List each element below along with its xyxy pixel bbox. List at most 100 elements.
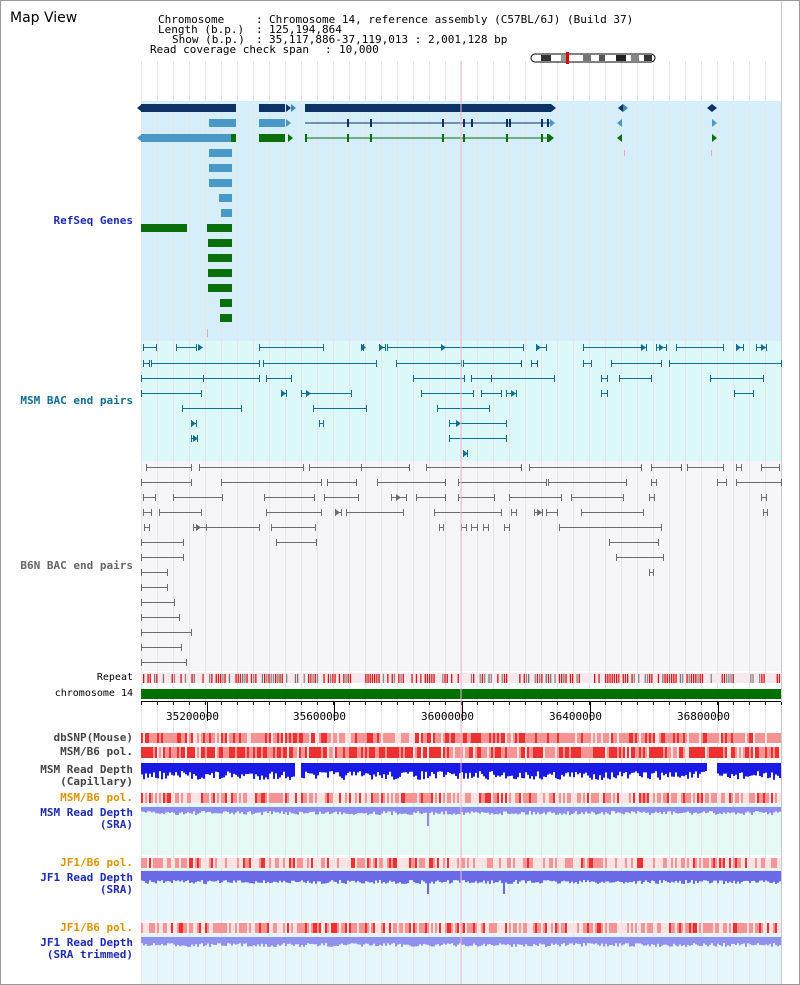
msm-depth-cap-bar — [511, 763, 513, 776]
msm-depth-sra-bar — [323, 807, 325, 814]
heat-tracks — [141, 733, 781, 933]
msm-b6-pol-2-cell — [725, 793, 727, 803]
jf1-b6-pol-2-cell — [557, 923, 559, 933]
msm-b6-pol-cell — [355, 747, 357, 758]
msm-b6-pol-2-cell — [659, 793, 661, 803]
jf1-depth-sra-bar — [617, 871, 619, 882]
jf1-depth-trim-bar — [371, 937, 373, 946]
jf1-b6-pol-2-cell — [401, 923, 403, 933]
jf1-b6-pol-2-cell — [767, 923, 769, 933]
jf1-depth-sra-bar — [631, 871, 633, 883]
repeat-element — [316, 674, 319, 683]
bac-end — [509, 524, 510, 531]
jf1-depth-trim-bar — [687, 937, 689, 945]
msm-depth-cap-bar — [607, 763, 609, 779]
msm-b6-pol-2-cell — [319, 793, 321, 803]
msm-depth-sra-bar — [715, 807, 717, 815]
jf1-depth-trim-bar — [471, 937, 473, 946]
bac-end — [222, 494, 223, 501]
repeat-element — [279, 674, 281, 683]
jf1-depth-sra-bar — [737, 871, 739, 882]
dbsnp-cell — [775, 733, 777, 743]
jf1-depth-sra-bar — [473, 871, 475, 883]
msm-depth-sra-bar — [573, 807, 575, 814]
msm-b6-pol-cell — [637, 747, 639, 758]
msm-b6-pol-cell — [725, 747, 727, 758]
jf1-depth-sra-bar — [481, 871, 483, 883]
dbsnp-cell — [369, 733, 371, 743]
msm-depth-sra-bar — [645, 807, 647, 813]
dbsnp-cell — [679, 733, 681, 743]
repeat-element — [693, 674, 695, 683]
msm-b6-pol-2-cell — [423, 793, 425, 803]
msm-depth-sra-bar — [217, 807, 219, 814]
msm-depth-cap-bar — [581, 763, 583, 778]
chromosome-ideogram[interactable] — [530, 52, 656, 64]
dbsnp-cell — [513, 733, 515, 743]
bac-end — [511, 509, 512, 516]
jf1-depth-trim-bar — [539, 937, 541, 944]
msm-bac-track[interactable] — [141, 344, 782, 457]
msm-depth-cap-bar — [399, 763, 401, 777]
msm-b6-pol-2-cell — [143, 793, 145, 803]
jf1-b6-pol-2-cell — [677, 923, 679, 933]
dbsnp-cell — [213, 733, 215, 743]
jf1-b6-pol-cell — [345, 858, 347, 868]
jf1-depth-trim-bar — [517, 937, 519, 945]
msm-depth-cap-bar — [653, 763, 655, 773]
jf1-depth-sra-bar — [593, 871, 595, 882]
dbsnp-cell — [405, 733, 407, 743]
msm-b6-pol-2-cell — [359, 793, 361, 803]
msm-b6-pol-2-cell — [565, 793, 567, 803]
msm-b6-pol-cell — [729, 747, 731, 758]
msm-depth-cap-bar — [215, 763, 217, 772]
jf1-b6-pol-2-cell — [567, 923, 569, 933]
repeat-element — [750, 674, 752, 683]
repeat-element — [618, 674, 620, 683]
repeat-element — [594, 674, 596, 683]
msm-b6-pol-2-cell — [391, 793, 393, 803]
msm-depth-cap-bar — [529, 763, 531, 779]
jf1-depth-trim-bar — [185, 937, 187, 947]
jf1-depth-sra-bar — [209, 871, 211, 881]
dbsnp-cell — [767, 733, 769, 743]
msm-b6-pol-2-cell — [499, 793, 501, 803]
jf1-depth-trim-bar — [721, 937, 723, 947]
msm-depth-sra-bar — [777, 807, 779, 813]
jf1-depth-sra-bar — [249, 871, 251, 884]
jf1-depth-sra-bar — [717, 871, 719, 884]
msm-b6-pol-2-cell — [557, 793, 559, 803]
bac-end — [529, 464, 530, 471]
jf1-depth-sra-bar — [159, 871, 161, 882]
msm-b6-pol-2-cell — [461, 793, 463, 803]
jf1-b6-pol-2-cell — [403, 923, 405, 933]
jf1-depth-trim-bar — [603, 937, 605, 947]
msm-b6-pol-cell — [221, 747, 223, 758]
bac-end — [607, 390, 608, 397]
msm-b6-pol-2-cell — [703, 793, 705, 803]
refseq-genes-track[interactable] — [137, 104, 717, 337]
jf1-depth-trim-bar — [649, 937, 651, 947]
msm-b6-pol-cell — [181, 747, 183, 758]
msm-b6-pol-2-cell — [145, 793, 147, 803]
jf1-depth-sra-bar — [475, 871, 477, 882]
jf1-depth-trim-bar — [719, 937, 721, 945]
jf1-depth-sra-bar — [395, 871, 397, 884]
jf1-b6-pol-cell — [493, 858, 495, 868]
dbsnp-cell — [727, 733, 729, 743]
dbsnp-cell — [349, 733, 351, 743]
dbsnp-cell — [719, 733, 721, 743]
jf1-depth-trim-bar — [579, 937, 581, 945]
jf1-depth-trim-bar — [493, 937, 495, 946]
jf1-b6-pol-cell — [603, 858, 605, 868]
msm-depth-sra-bar — [427, 807, 429, 826]
jf1-depth-sra-bar — [523, 871, 525, 881]
b6n-bac-track[interactable] — [141, 464, 782, 666]
jf1-depth-trim-bar — [483, 937, 485, 944]
msm-depth-cap-bar — [221, 763, 223, 778]
jf1-b6-pol-2-cell — [707, 923, 709, 933]
msm-depth-sra-bar — [373, 807, 375, 812]
msm-depth-sra-bar — [319, 807, 321, 812]
jf1-depth-trim-bar — [457, 937, 459, 945]
